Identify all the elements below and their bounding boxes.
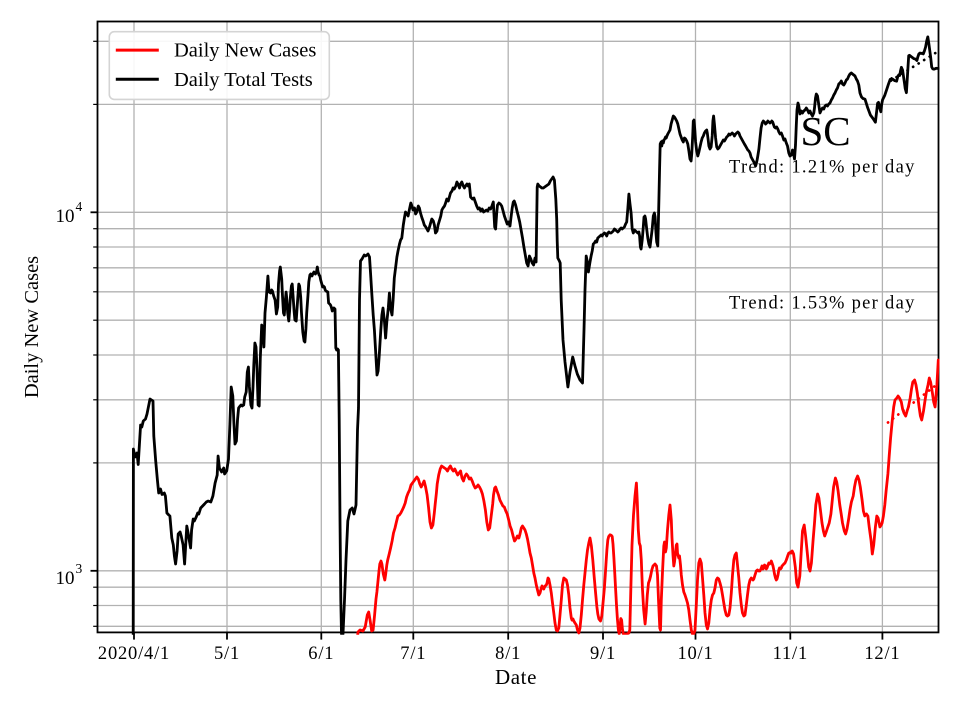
svg-text:SC: SC — [801, 108, 851, 154]
svg-text:8/1: 8/1 — [495, 644, 521, 664]
svg-text:12/1: 12/1 — [864, 644, 900, 664]
svg-text:10: 10 — [56, 206, 75, 227]
svg-text:4: 4 — [76, 199, 83, 214]
svg-text:5/1: 5/1 — [214, 644, 240, 664]
svg-text:Daily Total Tests: Daily Total Tests — [174, 69, 313, 91]
svg-text:Daily New Cases: Daily New Cases — [174, 40, 316, 62]
svg-text:10: 10 — [56, 568, 75, 589]
svg-text:Trend: 1.53% per day: Trend: 1.53% per day — [729, 294, 916, 314]
svg-text:9/1: 9/1 — [590, 644, 616, 664]
svg-text:3: 3 — [76, 561, 83, 576]
svg-text:10/1: 10/1 — [677, 644, 713, 664]
svg-text:Date: Date — [495, 665, 537, 689]
svg-text:2020/4/1: 2020/4/1 — [98, 644, 170, 664]
svg-text:Daily New Cases: Daily New Cases — [21, 256, 43, 398]
svg-text:6/1: 6/1 — [308, 644, 334, 664]
svg-text:7/1: 7/1 — [400, 644, 426, 664]
svg-text:Trend: 1.21% per day: Trend: 1.21% per day — [729, 158, 916, 178]
svg-text:11/1: 11/1 — [773, 644, 808, 664]
